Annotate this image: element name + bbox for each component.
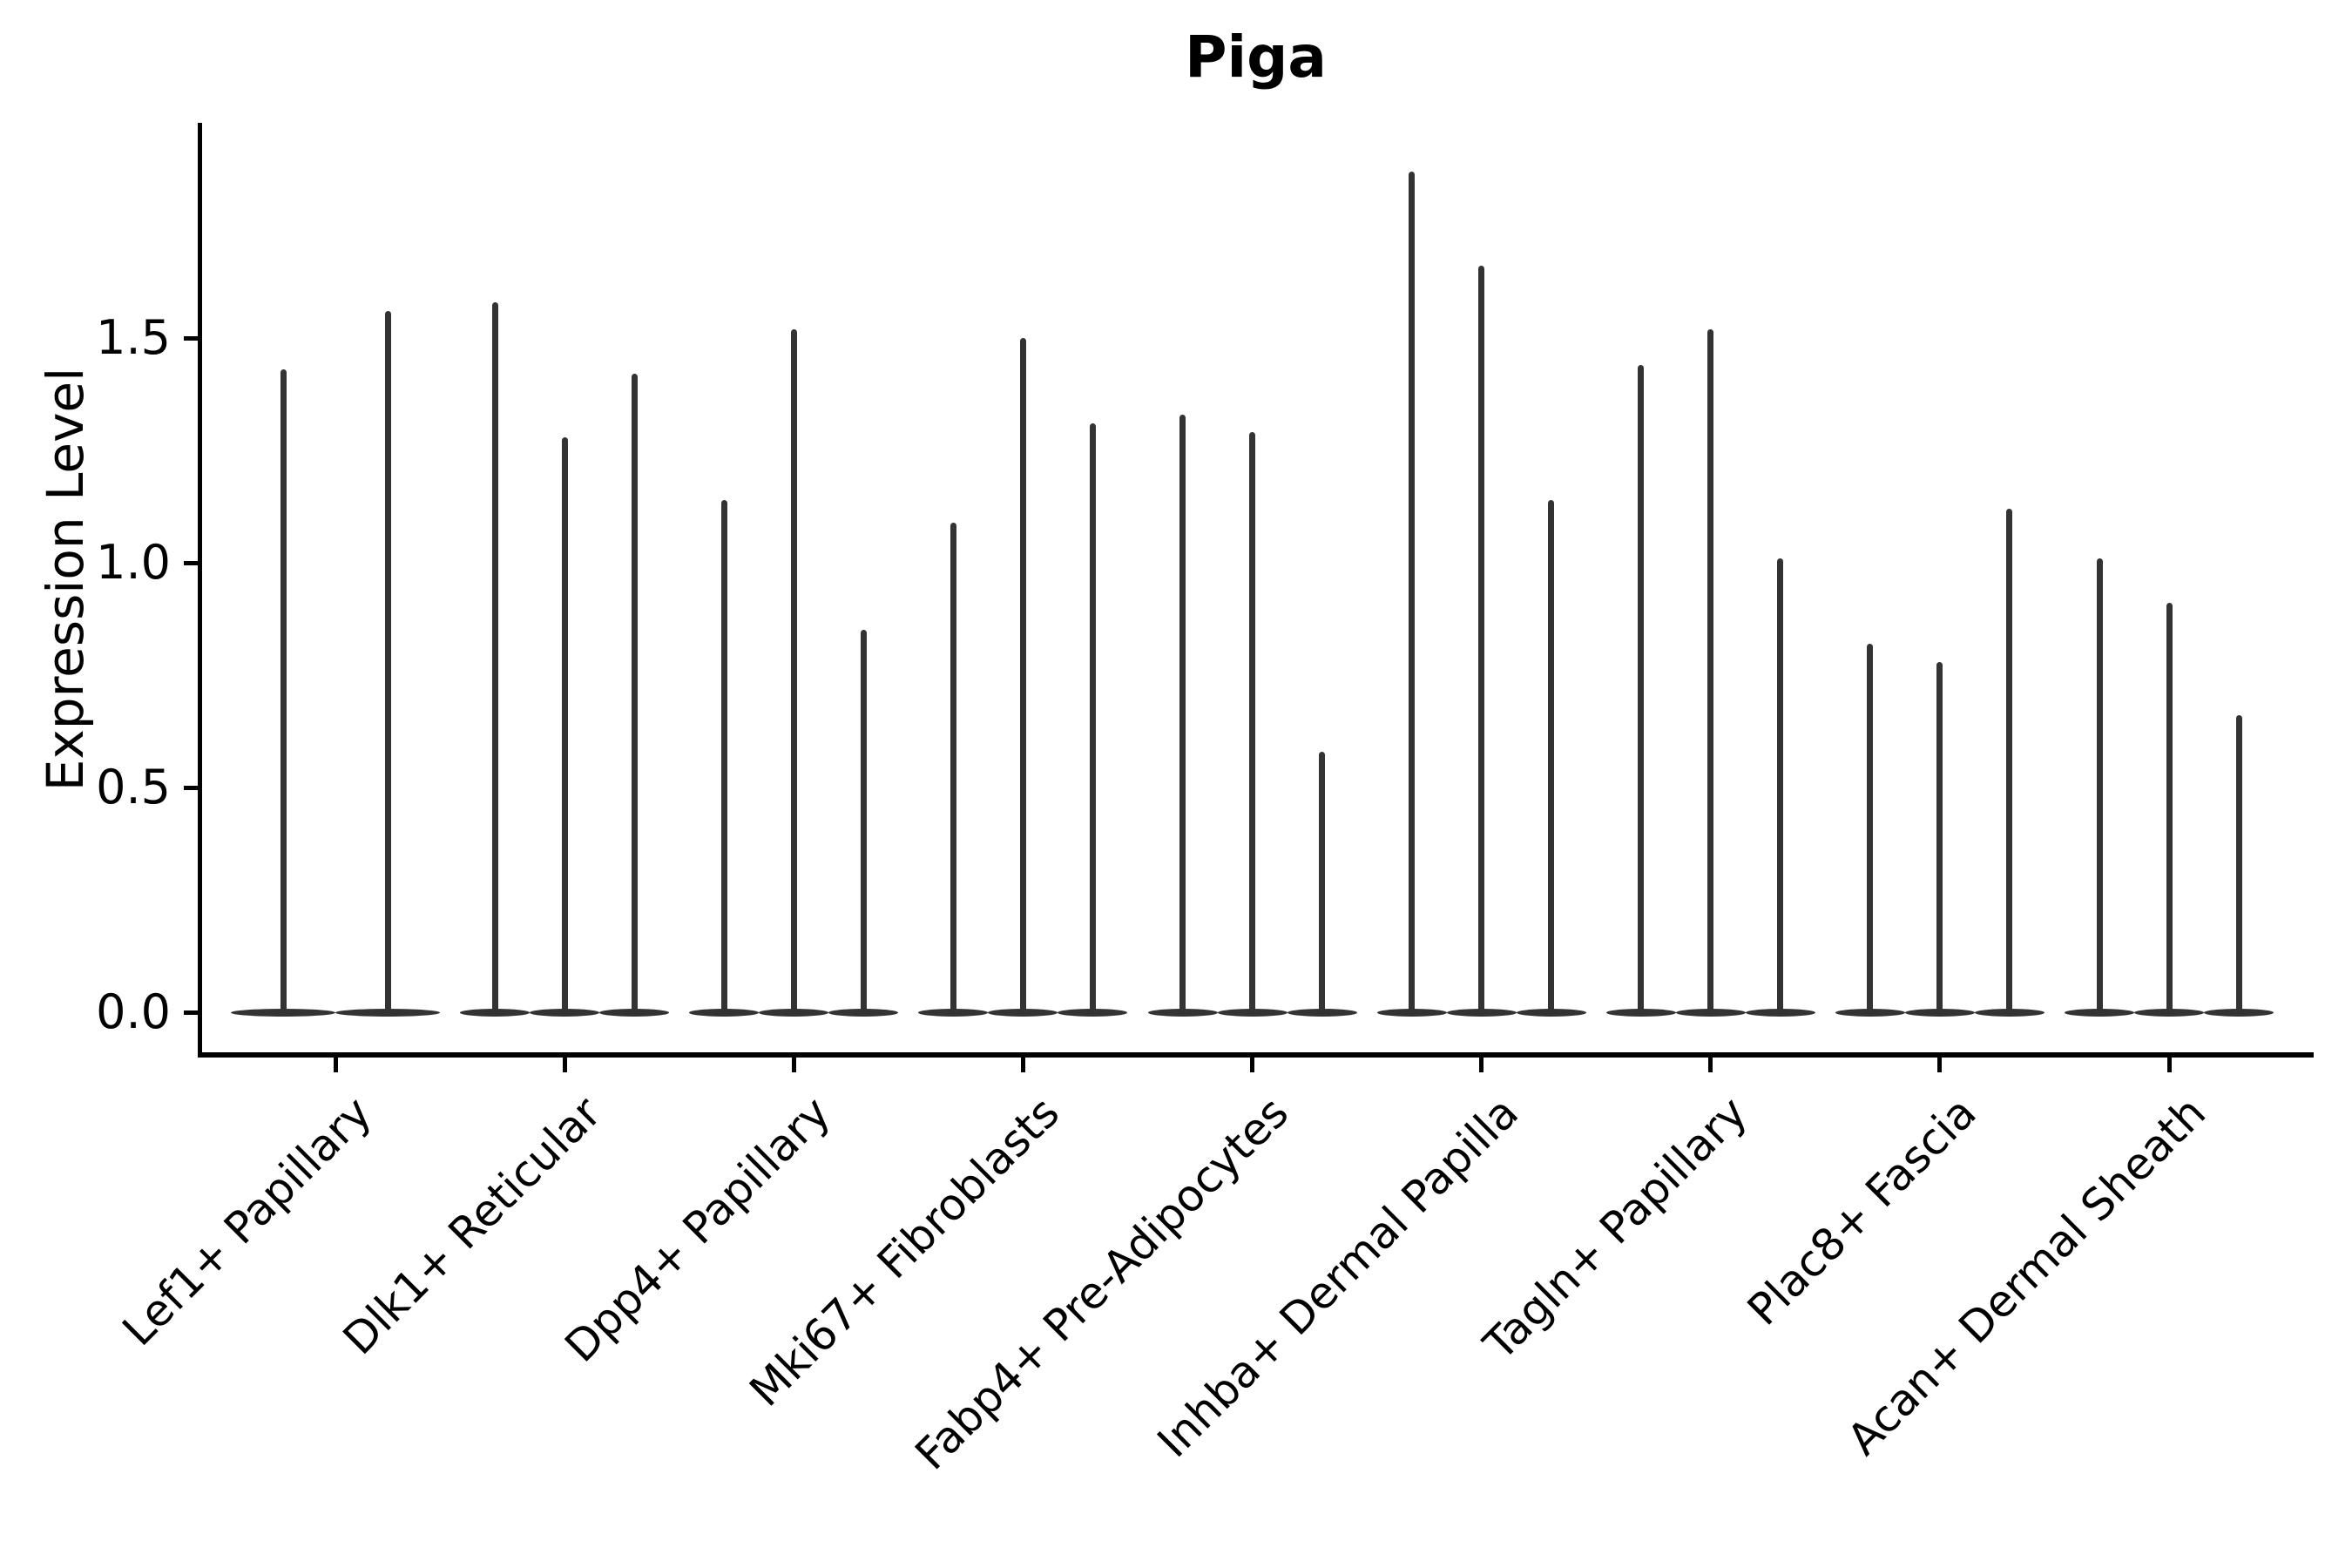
x-tick-mark: [2166, 1058, 2172, 1072]
x-axis-spine: [198, 1052, 2314, 1058]
violin-spike: [950, 522, 956, 1012]
violin-spike: [1707, 328, 1714, 1012]
violin-spike: [860, 630, 867, 1012]
x-tick-mark: [1020, 1058, 1025, 1072]
x-tick-label: Plac8+ Fascia: [1738, 1087, 1986, 1335]
violin-base: [2204, 1008, 2274, 1017]
violin-spike: [2006, 509, 2013, 1012]
violin-base: [1058, 1008, 1128, 1017]
chart-title: Piga: [1185, 24, 1327, 91]
violin-spike: [631, 374, 638, 1012]
y-tick-label: 0.5: [96, 760, 171, 814]
violin-base: [1147, 1008, 1218, 1017]
violin-base: [231, 1008, 335, 1017]
violin-base: [530, 1008, 600, 1017]
violin-spike: [1638, 364, 1645, 1012]
violin-spike: [2166, 603, 2173, 1012]
x-tick-mark: [1708, 1058, 1713, 1072]
violin-spike: [1319, 751, 1325, 1012]
violin-spike: [1019, 338, 1026, 1012]
violin-base: [1745, 1008, 1815, 1017]
y-tick-label: 0.0: [96, 984, 171, 1039]
violin-base: [1376, 1008, 1447, 1017]
x-tick-label: Lef1+ Papillary: [112, 1087, 382, 1356]
violin-base: [1974, 1008, 2044, 1017]
y-tick-mark: [184, 1010, 198, 1015]
violin-base: [2134, 1008, 2204, 1017]
violin-base: [1605, 1008, 1676, 1017]
violin-base: [828, 1008, 899, 1017]
violin-spike: [1409, 172, 1416, 1012]
violin-base: [460, 1008, 531, 1017]
violin-spike: [790, 328, 797, 1012]
violin-spike: [1249, 432, 1255, 1012]
x-tick-label: Fabp4+ Pre-Adipocytes: [906, 1087, 1299, 1480]
violin-spike: [1179, 414, 1186, 1012]
violin-spike: [1089, 423, 1096, 1012]
x-tick-mark: [791, 1058, 796, 1072]
violin-spike: [491, 301, 498, 1012]
violin-base: [1217, 1008, 1288, 1017]
violin-spike: [384, 311, 391, 1012]
y-tick-label: 1.0: [96, 535, 171, 590]
violin-base: [2065, 1008, 2134, 1017]
violin-base: [689, 1008, 760, 1017]
y-tick-mark: [184, 560, 198, 565]
violin-base: [1287, 1008, 1357, 1017]
violin-spike: [720, 499, 727, 1012]
violin-base: [1446, 1008, 1517, 1017]
violin-base: [599, 1008, 670, 1017]
x-tick-mark: [562, 1058, 567, 1072]
violin-base: [918, 1008, 989, 1017]
y-tick-mark: [184, 785, 198, 790]
violin-spike: [1867, 643, 1874, 1012]
x-tick-mark: [1479, 1058, 1484, 1072]
violin-base: [759, 1008, 829, 1017]
violin-base: [1904, 1008, 1975, 1017]
violin-spike: [1777, 558, 1784, 1012]
violin-spike: [280, 369, 287, 1012]
y-tick-label: 1.5: [96, 310, 171, 365]
violin-spike: [561, 436, 568, 1012]
violin-spike: [2096, 558, 2103, 1012]
x-tick-mark: [333, 1058, 338, 1072]
y-tick-mark: [184, 335, 198, 341]
x-tick-mark: [1250, 1058, 1254, 1072]
y-axis-spine: [198, 123, 202, 1058]
violin-base: [1516, 1008, 1586, 1017]
violin-spike: [1478, 266, 1485, 1012]
violin-spike: [1936, 661, 1943, 1012]
violin-base: [335, 1008, 440, 1017]
violin-base: [1835, 1008, 1905, 1017]
violin-base: [1675, 1008, 1746, 1017]
violin-base: [988, 1008, 1058, 1017]
violin-spike: [1548, 499, 1555, 1012]
violin-spike: [2235, 715, 2242, 1012]
x-tick-mark: [1937, 1058, 1943, 1072]
